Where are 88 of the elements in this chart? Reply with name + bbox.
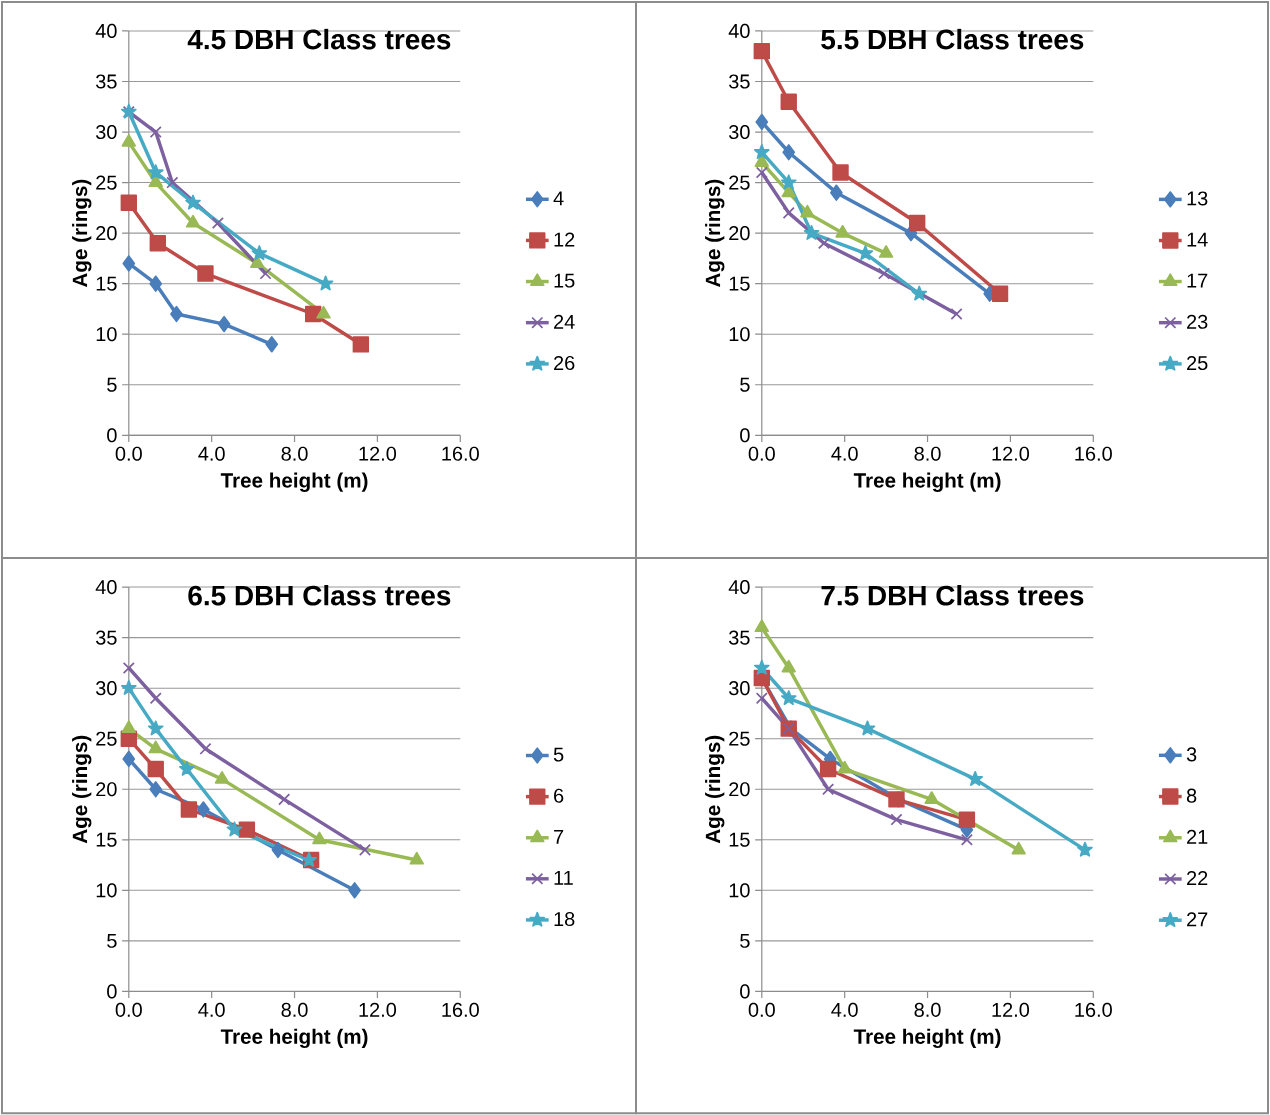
chart-title: 6.5 DBH Class trees <box>188 584 451 606</box>
legend-label: 24 <box>554 314 575 329</box>
legend-label: 14 <box>1187 232 1208 247</box>
x-tick-label: 12.0 <box>359 446 397 461</box>
y-tick-label: 30 <box>95 680 117 696</box>
x-tick-label: 8.0 <box>281 1002 308 1017</box>
y-tick-label: 0 <box>107 428 117 443</box>
legend-label: 21 <box>1187 829 1208 844</box>
y-tick-label: 15 <box>729 832 750 847</box>
chart-title: 5.5 DBH Class trees <box>821 28 1084 50</box>
y-tick-label: 0 <box>107 984 117 999</box>
y-tick-label: 40 <box>728 23 750 38</box>
x-tick-label: 0.0 <box>115 1002 142 1017</box>
legend-label: 7 <box>554 829 564 844</box>
x-tick-label: 16.0 <box>1075 1002 1112 1017</box>
y-tick-label: 30 <box>728 680 750 696</box>
y-tick-label: 5 <box>740 933 750 948</box>
y-tick-label: 25 <box>729 731 750 746</box>
x-tick-label: 8.0 <box>914 1002 941 1017</box>
y-tick-label: 20 <box>729 225 750 241</box>
y-tick-label: 15 <box>96 276 117 291</box>
x-axis-title: Tree height (m) <box>853 472 1001 492</box>
y-tick-label: 25 <box>96 731 117 746</box>
y-tick-label: 35 <box>728 74 750 89</box>
x-axis-title: Tree height (m) <box>220 472 368 492</box>
y-tick-label: 0 <box>740 984 750 999</box>
y-tick-label: 0 <box>740 428 750 443</box>
y-tick-label: 15 <box>96 832 117 847</box>
y-tick-label: 5 <box>107 933 117 948</box>
y-tick-label: 5 <box>740 377 750 392</box>
x-tick-label: 16.0 <box>442 1002 479 1017</box>
legend-label: 27 <box>1187 912 1208 927</box>
y-tick-label: 10 <box>96 883 117 898</box>
x-tick-label: 12.0 <box>992 1002 1030 1017</box>
y-tick-label: 40 <box>95 579 117 595</box>
x-tick-label: 0.0 <box>115 446 142 461</box>
x-tick-label: 12.0 <box>992 446 1030 461</box>
x-tick-label: 12.0 <box>359 1002 397 1017</box>
x-tick-label: 4.0 <box>198 1002 225 1017</box>
legend-label: 3 <box>1186 747 1197 762</box>
y-axis-title: Age (rings) <box>72 179 92 287</box>
y-tick-label: 10 <box>729 883 750 898</box>
legend-label: 8 <box>1186 788 1197 803</box>
y-tick-label: 5 <box>107 377 117 392</box>
y-axis-title: Age (rings) <box>705 179 725 287</box>
x-axis-title: Tree height (m) <box>853 1028 1001 1048</box>
x-axis-title: Tree height (m) <box>220 1028 368 1048</box>
legend-label: 11 <box>554 870 573 885</box>
chart-title: 4.5 DBH Class trees <box>187 28 451 50</box>
y-tick-label: 25 <box>96 175 117 190</box>
legend-label: 26 <box>554 355 575 370</box>
y-tick-label: 35 <box>95 74 117 89</box>
legend-label: 4 <box>553 191 564 206</box>
y-tick-label: 20 <box>729 782 750 797</box>
legend-label: 22 <box>1187 870 1208 885</box>
y-tick-label: 20 <box>96 782 117 797</box>
legend-label: 5 <box>553 747 564 762</box>
y-tick-label: 35 <box>95 630 117 645</box>
x-tick-label: 4.0 <box>831 446 858 461</box>
x-tick-label: 16.0 <box>1075 446 1112 461</box>
legend-label: 6 <box>554 788 564 803</box>
legend-label: 17 <box>1187 273 1208 288</box>
x-tick-label: 8.0 <box>914 446 941 461</box>
y-tick-label: 20 <box>96 225 117 241</box>
y-tick-label: 10 <box>96 327 117 342</box>
legend-label: 12 <box>554 232 575 247</box>
legend-label: 25 <box>1187 355 1208 370</box>
y-tick-label: 40 <box>728 579 750 595</box>
x-tick-label: 4.0 <box>198 446 225 461</box>
y-axis-title: Age (rings) <box>705 735 725 844</box>
y-tick-label: 25 <box>729 175 750 190</box>
x-tick-label: 16.0 <box>442 446 479 461</box>
y-tick-label: 15 <box>729 276 750 291</box>
y-tick-label: 30 <box>728 124 750 139</box>
legend-label: 13 <box>1187 191 1208 206</box>
x-tick-label: 8.0 <box>281 446 308 461</box>
legend-label: 15 <box>554 273 575 288</box>
y-tick-label: 35 <box>728 630 750 645</box>
y-tick-label: 10 <box>729 327 750 342</box>
x-tick-label: 0.0 <box>748 446 775 461</box>
y-axis-title: Age (rings) <box>72 735 92 844</box>
legend-label: 23 <box>1187 314 1208 329</box>
chart-title: 7.5 DBH Class trees <box>821 584 1084 606</box>
x-tick-label: 0.0 <box>748 1002 775 1017</box>
x-tick-label: 4.0 <box>831 1002 858 1017</box>
y-tick-label: 30 <box>95 124 117 139</box>
legend-label: 18 <box>554 911 575 926</box>
y-tick-label: 40 <box>95 23 117 38</box>
